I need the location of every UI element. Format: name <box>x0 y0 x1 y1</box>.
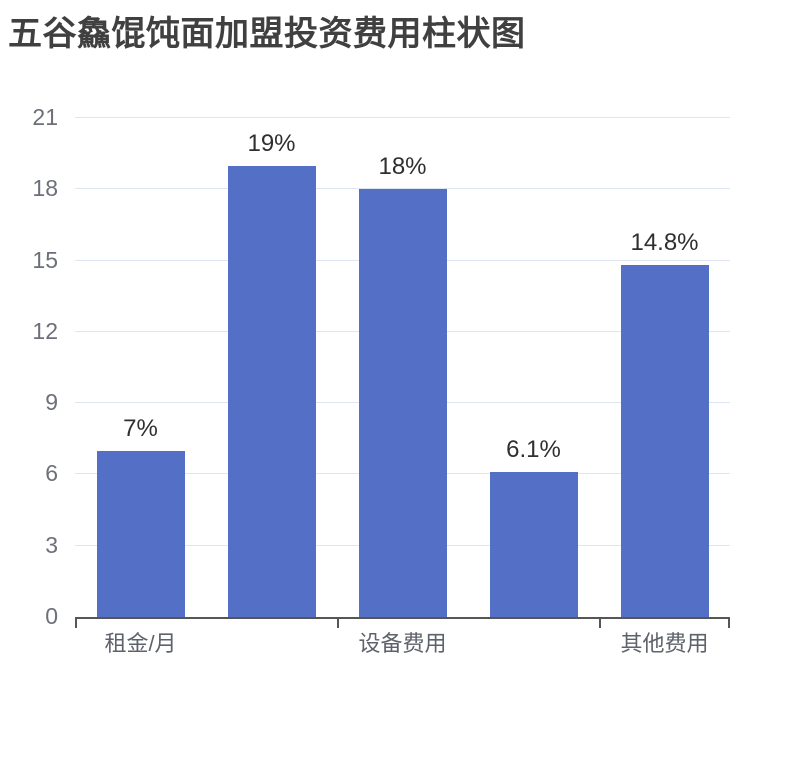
bar-value-label: 6.1% <box>506 436 561 464</box>
x-tick-label: 其他费用 <box>620 631 709 656</box>
x-tick-label: 设备费用 <box>358 631 447 656</box>
grid-line <box>75 117 730 118</box>
y-tick-label: 0 <box>45 603 58 630</box>
x-axis-line <box>75 617 730 619</box>
y-tick-label: 18 <box>32 175 58 202</box>
y-tick-label: 9 <box>45 389 58 416</box>
y-tick-label: 12 <box>32 317 58 344</box>
bar-value-label: 7% <box>123 414 158 442</box>
x-axis-tick <box>728 619 730 628</box>
bar <box>620 265 709 617</box>
y-tick-label: 6 <box>45 460 58 487</box>
bar <box>96 450 185 617</box>
y-tick-label: 15 <box>32 246 58 273</box>
bar-value-label: 14.8% <box>630 229 699 257</box>
chart-title: 五谷鱻馄饨面加盟投资费用柱状图 <box>8 15 526 53</box>
x-tick-label: 租金/月 <box>104 631 177 656</box>
plot-area: 0 3 6 9 12 15 18 21 7% 19% 18% 6.1% 14.8% 租金/月 设备费用 其他费… <box>32 106 730 656</box>
bar <box>227 165 316 617</box>
grid-line <box>75 188 730 190</box>
y-tick-label: 21 <box>32 104 58 131</box>
y-tick-label: 3 <box>45 531 58 558</box>
x-axis-tick <box>75 619 77 628</box>
x-axis-tick <box>599 619 601 628</box>
bar-value-label: 18% <box>378 153 427 181</box>
bar <box>358 189 447 617</box>
bar-value-label: 19% <box>247 129 296 157</box>
bar <box>489 472 578 617</box>
x-axis-tick <box>337 619 339 628</box>
